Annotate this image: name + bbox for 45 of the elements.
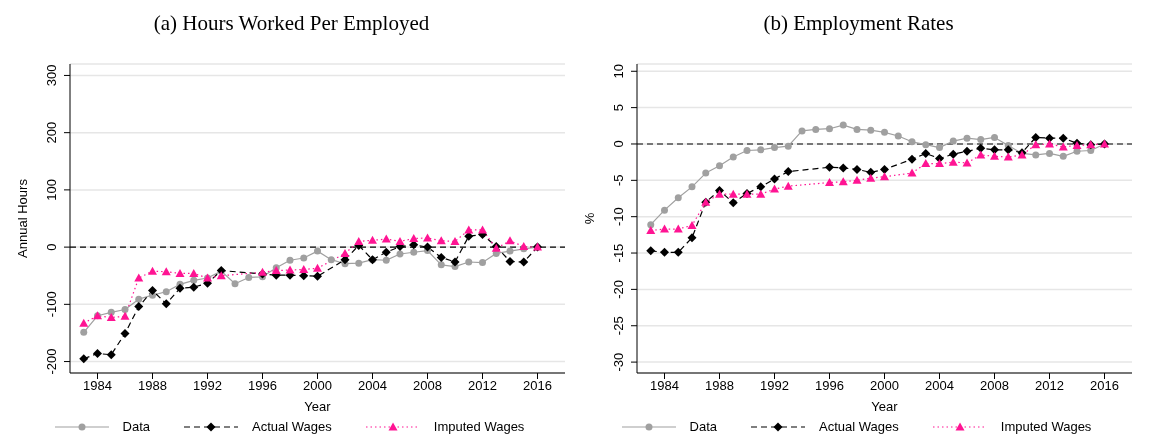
x-tick-label: 2012 bbox=[1035, 378, 1064, 394]
y-tick-label: 300 bbox=[44, 64, 59, 87]
x-tick-label: 1992 bbox=[193, 378, 222, 394]
x-tick-label: 2000 bbox=[303, 378, 332, 394]
y-tick-label: -25 bbox=[611, 316, 626, 336]
x-tick-label: 1988 bbox=[138, 378, 167, 394]
x-tick-label: 2008 bbox=[980, 378, 1009, 394]
y-tick-label: -100 bbox=[44, 291, 59, 318]
y-tick-label: 100 bbox=[44, 179, 59, 201]
chart-title: (b) Employment Rates bbox=[762, 10, 955, 37]
legend-label: Actual Wages bbox=[252, 419, 332, 434]
legend-label: Data bbox=[122, 419, 151, 434]
legend-label: Data bbox=[689, 419, 718, 434]
y-tick-label: 0 bbox=[44, 243, 59, 251]
y-tick-label: -30 bbox=[611, 352, 626, 372]
chart-title: (a) Hours Worked Per Employed bbox=[152, 10, 431, 37]
y-tick-label: -10 bbox=[611, 207, 626, 227]
y-tick-label: 5 bbox=[611, 104, 626, 112]
x-tick-label: 2000 bbox=[870, 378, 899, 394]
x-tick-label: 2004 bbox=[925, 378, 954, 394]
y-tick-label: 200 bbox=[44, 121, 59, 144]
x-tick-label: 2016 bbox=[1090, 378, 1119, 394]
x-tick-label: 2012 bbox=[468, 378, 497, 394]
x-tick-label: 1988 bbox=[705, 378, 734, 394]
x-tick-label: 2016 bbox=[523, 378, 552, 394]
x-tick-label: 2008 bbox=[413, 378, 442, 394]
y-tick-label: -5 bbox=[611, 174, 626, 187]
x-tick-label: 1992 bbox=[760, 378, 789, 394]
x-tick-label: 1996 bbox=[815, 378, 844, 394]
y-tick-label: -200 bbox=[44, 348, 59, 375]
y-tick-label: 10 bbox=[611, 64, 626, 79]
y-axis-title: Annual Hours bbox=[14, 178, 30, 258]
x-tick-label: 1984 bbox=[650, 378, 679, 394]
legend-label: Actual Wages bbox=[819, 419, 899, 434]
legend-label: Imputed Wages bbox=[433, 419, 525, 434]
y-tick-label: 0 bbox=[611, 140, 626, 148]
x-tick-label: 2004 bbox=[358, 378, 387, 394]
x-axis-title: Year bbox=[871, 399, 899, 414]
y-tick-label: -15 bbox=[611, 243, 626, 263]
y-axis-title: % bbox=[581, 212, 597, 225]
legend-label: Imputed Wages bbox=[1000, 419, 1092, 434]
y-tick-label: -20 bbox=[611, 279, 626, 299]
x-tick-label: 1996 bbox=[248, 378, 277, 394]
x-tick-label: 1984 bbox=[83, 378, 112, 394]
x-axis-title: Year bbox=[304, 399, 332, 414]
